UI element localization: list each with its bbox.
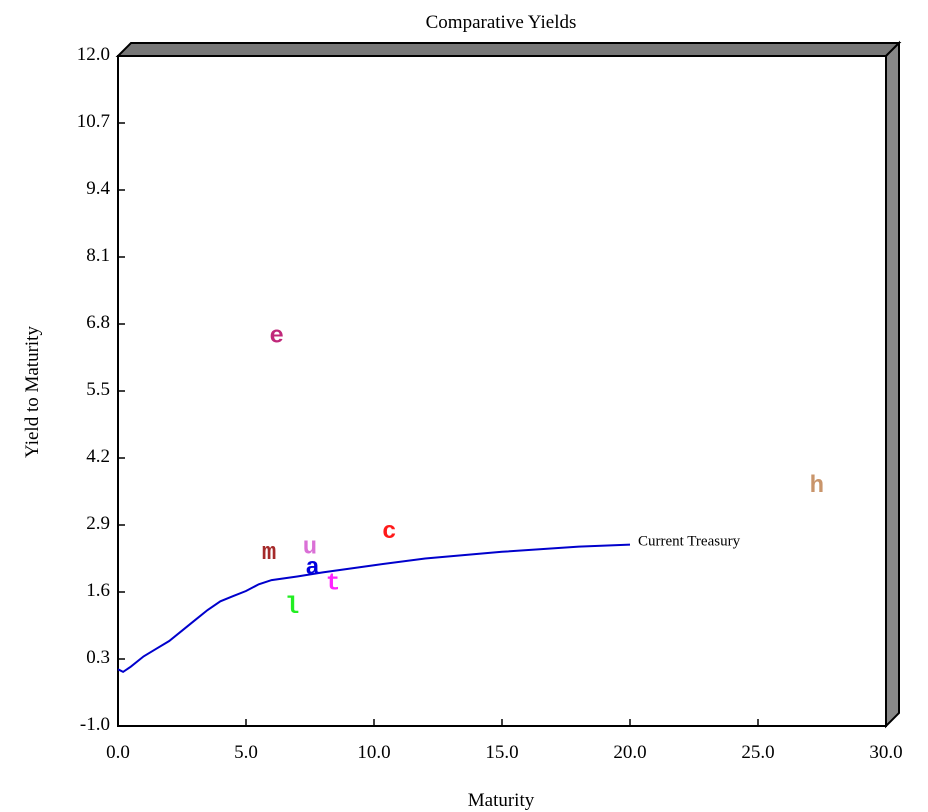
point-a: a [305, 555, 319, 582]
y-tick-label: 10.7 [77, 111, 110, 132]
x-tick-label: 0.0 [106, 742, 130, 763]
y-tick-label: 5.5 [86, 379, 110, 400]
x-tick-label: 25.0 [741, 742, 774, 763]
point-c: c [382, 519, 396, 546]
point-l: l [285, 594, 299, 621]
point-t: t [326, 571, 340, 598]
plot-frame-right [885, 40, 900, 729]
y-tick-label: -1.0 [80, 714, 110, 735]
point-h: h [810, 473, 824, 500]
x-tick-label: 20.0 [613, 742, 646, 763]
y-axis: -1.0 0.3 1.6 2.9 4.2 5.5 6.8 8.1 9.4 10.7 12.0 [77, 44, 125, 735]
x-axis-label: Maturity [468, 790, 535, 811]
y-tick-label: 8.1 [86, 245, 110, 266]
y-tick-label: 0.3 [86, 647, 110, 668]
y-tick-label: 6.8 [86, 312, 110, 333]
series-line [117, 543, 631, 674]
y-tick-label: 9.4 [86, 178, 110, 199]
point-m: m [262, 540, 276, 567]
point-e: e [270, 323, 284, 350]
y-axis-label: Yield to Maturity [22, 326, 43, 458]
y-tick-label: 2.9 [86, 513, 110, 534]
y-tick-label: 4.2 [86, 446, 110, 467]
y-tick-label: 12.0 [77, 44, 110, 65]
series-label: Current Treasury [638, 534, 741, 550]
series-group: Current Treasury [117, 534, 741, 674]
x-tick-label: 15.0 [485, 742, 518, 763]
x-tick-label: 30.0 [869, 742, 902, 763]
plot-frame-top [115, 42, 902, 57]
point-u: u [303, 535, 317, 562]
chart-title: Comparative Yields [426, 12, 577, 33]
y-tick-label: 1.6 [86, 580, 110, 601]
x-tick-label: 5.0 [234, 742, 258, 763]
x-axis: 0.0 5.0 10.0 15.0 20.0 25.0 30.0 [106, 719, 903, 763]
plot-area [117, 55, 887, 727]
x-tick-label: 10.0 [357, 742, 390, 763]
